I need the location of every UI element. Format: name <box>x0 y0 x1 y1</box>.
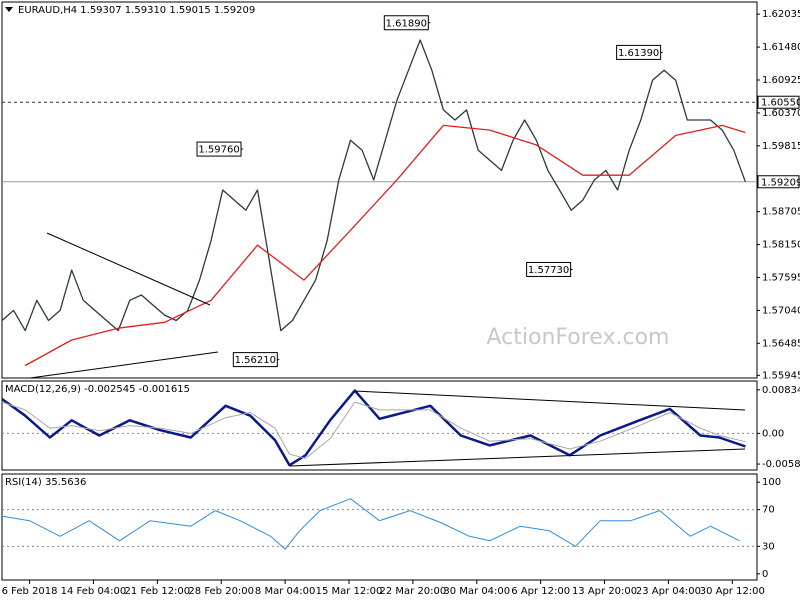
y-tick-label: 1.60925 <box>762 75 800 86</box>
y-tick-label: 1.62035 <box>762 9 800 20</box>
y-tick-label: 1.58705 <box>762 207 800 218</box>
x-tick-label: 14 Feb 04:00 <box>61 586 127 597</box>
annotation-label: 1.61390 <box>618 48 659 59</box>
x-tick-label: 30 Mar 04:00 <box>443 586 510 597</box>
panel-title: EURAUD,H4 1.59307 1.59310 1.59015 1.5920… <box>18 5 255 16</box>
series-line <box>1 389 746 467</box>
y-tick-label: 1.55945 <box>762 370 800 381</box>
series-line <box>1 401 746 459</box>
annotation-label: 1.59760 <box>198 145 239 156</box>
y-tick-label: 1.57040 <box>762 305 800 316</box>
watermark: ActionForex.com <box>487 325 670 350</box>
trend-line <box>46 232 211 306</box>
price-box <box>757 95 800 109</box>
y-tick-label: 1.57595 <box>762 272 800 283</box>
trend-line <box>29 351 219 379</box>
x-tick-label: 6 Apr 12:00 <box>511 586 570 597</box>
panel-frame <box>1 473 758 581</box>
y-tick-label: -0.005889 <box>762 459 800 470</box>
trend-line <box>289 448 746 467</box>
y-tick-label: 1.60370 <box>762 108 800 119</box>
x-tick-label: 23 Apr 04:00 <box>636 586 701 597</box>
panel-frame <box>1 1 758 379</box>
x-tick-label: 8 Mar 04:00 <box>255 586 315 597</box>
y-tick-label: 1.58150 <box>762 240 800 251</box>
panel: 100 70 30 0 RSI(14) 35.5636 6 Feb 2018 14 Feb … <box>1 473 781 597</box>
triangle-lines <box>29 232 746 467</box>
panel-title: MACD(12,26,9) -0.002545 -0.001615 <box>5 384 190 395</box>
series-line <box>1 498 740 550</box>
panel-title: RSI(14) 35.5636 <box>5 477 86 488</box>
annotation-label: 1.61890 <box>386 18 427 29</box>
y-tick-label: 100 <box>762 477 781 488</box>
x-tick-label: 21 Feb 12:00 <box>125 586 191 597</box>
price-box <box>757 175 800 189</box>
panel: 0.008346 0.00 -0.005889 MACD(12,26,9) -0.00… <box>1 380 800 471</box>
y-tick-label: 0.008346 <box>762 385 800 396</box>
panel: ActionForex.com 1.62035 1.61480 1.60925 1.60… <box>1 1 800 381</box>
x-tick-label: 13 Apr 20:00 <box>572 586 637 597</box>
series-line <box>24 124 746 367</box>
trend-line <box>354 390 746 411</box>
dropdown-icon <box>5 7 13 12</box>
annotation-label: 1.56210 <box>235 355 276 366</box>
x-tick-label: 15 Mar 12:00 <box>316 586 383 597</box>
x-tick-label: 6 Feb 2018 <box>2 586 58 597</box>
panel-frame <box>1 380 758 471</box>
y-tick-label: 1.59815 <box>762 141 800 152</box>
y-tick-label: 0 <box>762 569 768 580</box>
x-tick-label: 28 Feb 20:00 <box>188 586 254 597</box>
y-tick-label: 1.56485 <box>762 338 800 349</box>
series-line <box>1 39 747 332</box>
price-label: 1.60550 <box>761 98 800 109</box>
y-tick-label: 30 <box>762 541 775 552</box>
x-tick-label: 30 Apr 12:00 <box>700 586 765 597</box>
x-tick-label: 22 Mar 20:00 <box>380 586 447 597</box>
price-label: 1.59209 <box>761 177 800 188</box>
annotation-label: 1.57730 <box>528 265 569 276</box>
y-tick-label: 70 <box>762 505 775 516</box>
y-tick-label: 0.00 <box>762 428 784 439</box>
y-tick-label: 1.61480 <box>762 42 800 53</box>
